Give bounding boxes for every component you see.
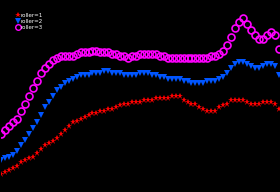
- Legend: roller=1, roller=2, roller=3: roller=1, roller=2, roller=3: [15, 12, 44, 31]
